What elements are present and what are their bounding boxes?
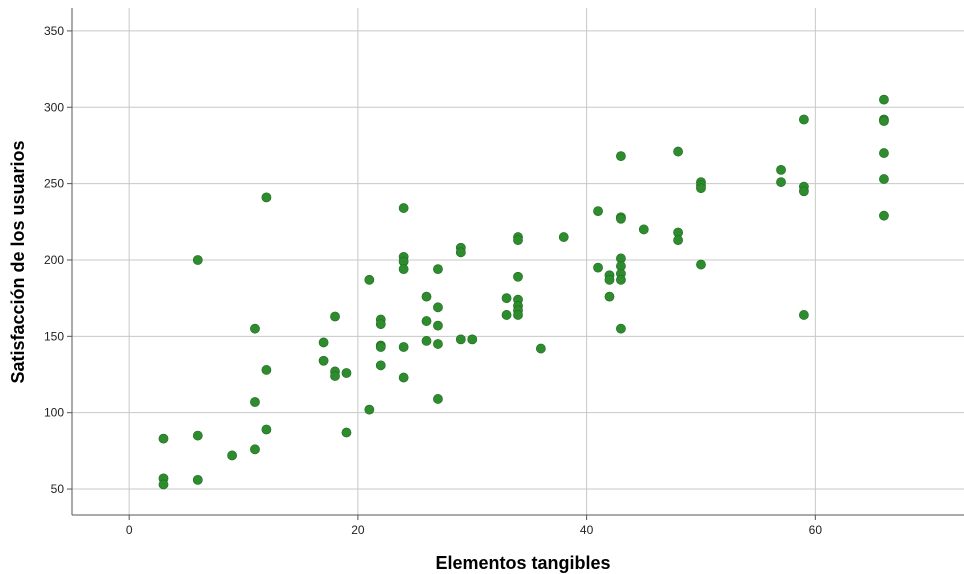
data-point [433, 320, 443, 331]
data-point [192, 255, 203, 265]
y-axis-title: Satisfacción de los usuarios [8, 140, 28, 383]
data-point [616, 274, 626, 285]
data-point [433, 394, 443, 404]
data-point [330, 371, 340, 381]
y-tick-label: 100 [44, 406, 64, 420]
data-point [513, 235, 523, 246]
data-point [593, 206, 603, 217]
data-point [879, 148, 889, 158]
x-tick-label: 20 [351, 523, 365, 537]
data-point [433, 302, 443, 313]
data-point [398, 342, 409, 352]
y-tick-label: 200 [44, 253, 64, 267]
data-point [455, 334, 466, 345]
data-point [261, 192, 272, 203]
x-tick-label: 60 [809, 523, 823, 537]
data-point [798, 310, 809, 320]
data-point [318, 337, 329, 348]
data-point [261, 365, 272, 375]
data-point [421, 316, 432, 326]
data-point [776, 177, 786, 187]
data-point [604, 291, 615, 302]
data-point [375, 360, 386, 371]
data-point [558, 232, 569, 242]
data-point [535, 343, 546, 354]
data-point [776, 164, 786, 175]
tick-labels: 0 20 40 60 50 100 150 200 250 300 350 [44, 24, 822, 537]
data-point [455, 247, 466, 258]
data-point [318, 355, 329, 366]
y-tick-label: 150 [44, 329, 64, 343]
data-point [398, 264, 409, 275]
data-point [364, 274, 375, 285]
data-point [513, 271, 523, 282]
data-point [158, 479, 169, 490]
data-point [879, 210, 889, 221]
data-point [250, 444, 260, 455]
data-point [467, 334, 478, 345]
data-point [433, 339, 443, 349]
data-point [798, 186, 809, 197]
data-point [398, 203, 409, 213]
data-point [433, 264, 443, 275]
data-point [616, 213, 626, 224]
data-point [250, 397, 260, 407]
data-point [341, 427, 352, 438]
data-point [673, 235, 684, 246]
data-point [341, 368, 352, 378]
y-tick-label: 350 [44, 24, 64, 38]
data-point [604, 274, 615, 285]
x-axis-title: Elementos tangibles [435, 553, 610, 573]
data-point [330, 311, 340, 322]
data-point [513, 310, 523, 320]
data-point [673, 146, 684, 157]
data-point [798, 114, 809, 125]
data-point [879, 174, 889, 184]
data-point [421, 336, 432, 346]
data-point [398, 372, 409, 383]
axes [67, 8, 964, 520]
data-point [375, 342, 386, 352]
x-tick-label: 0 [126, 523, 133, 537]
data-point [501, 293, 512, 304]
data-point [879, 116, 889, 126]
data-point [696, 259, 706, 270]
data-point [158, 433, 169, 444]
y-tick-label: 300 [44, 100, 64, 114]
data-point [616, 151, 626, 162]
data-point [250, 323, 260, 334]
data-point [616, 323, 626, 334]
data-points [158, 94, 889, 490]
data-point [192, 430, 203, 441]
y-tick-label: 250 [44, 177, 64, 191]
data-point [261, 424, 272, 435]
data-point [696, 183, 706, 194]
y-tick-label: 50 [51, 482, 65, 496]
data-point [593, 262, 603, 273]
x-tick-label: 40 [580, 523, 594, 537]
grid [72, 8, 964, 515]
data-point [375, 319, 386, 330]
data-point [364, 404, 375, 415]
data-point [421, 291, 432, 302]
data-point [227, 450, 238, 461]
data-point [879, 94, 889, 105]
data-point [501, 310, 512, 320]
data-point [192, 474, 203, 485]
data-point [638, 224, 649, 235]
